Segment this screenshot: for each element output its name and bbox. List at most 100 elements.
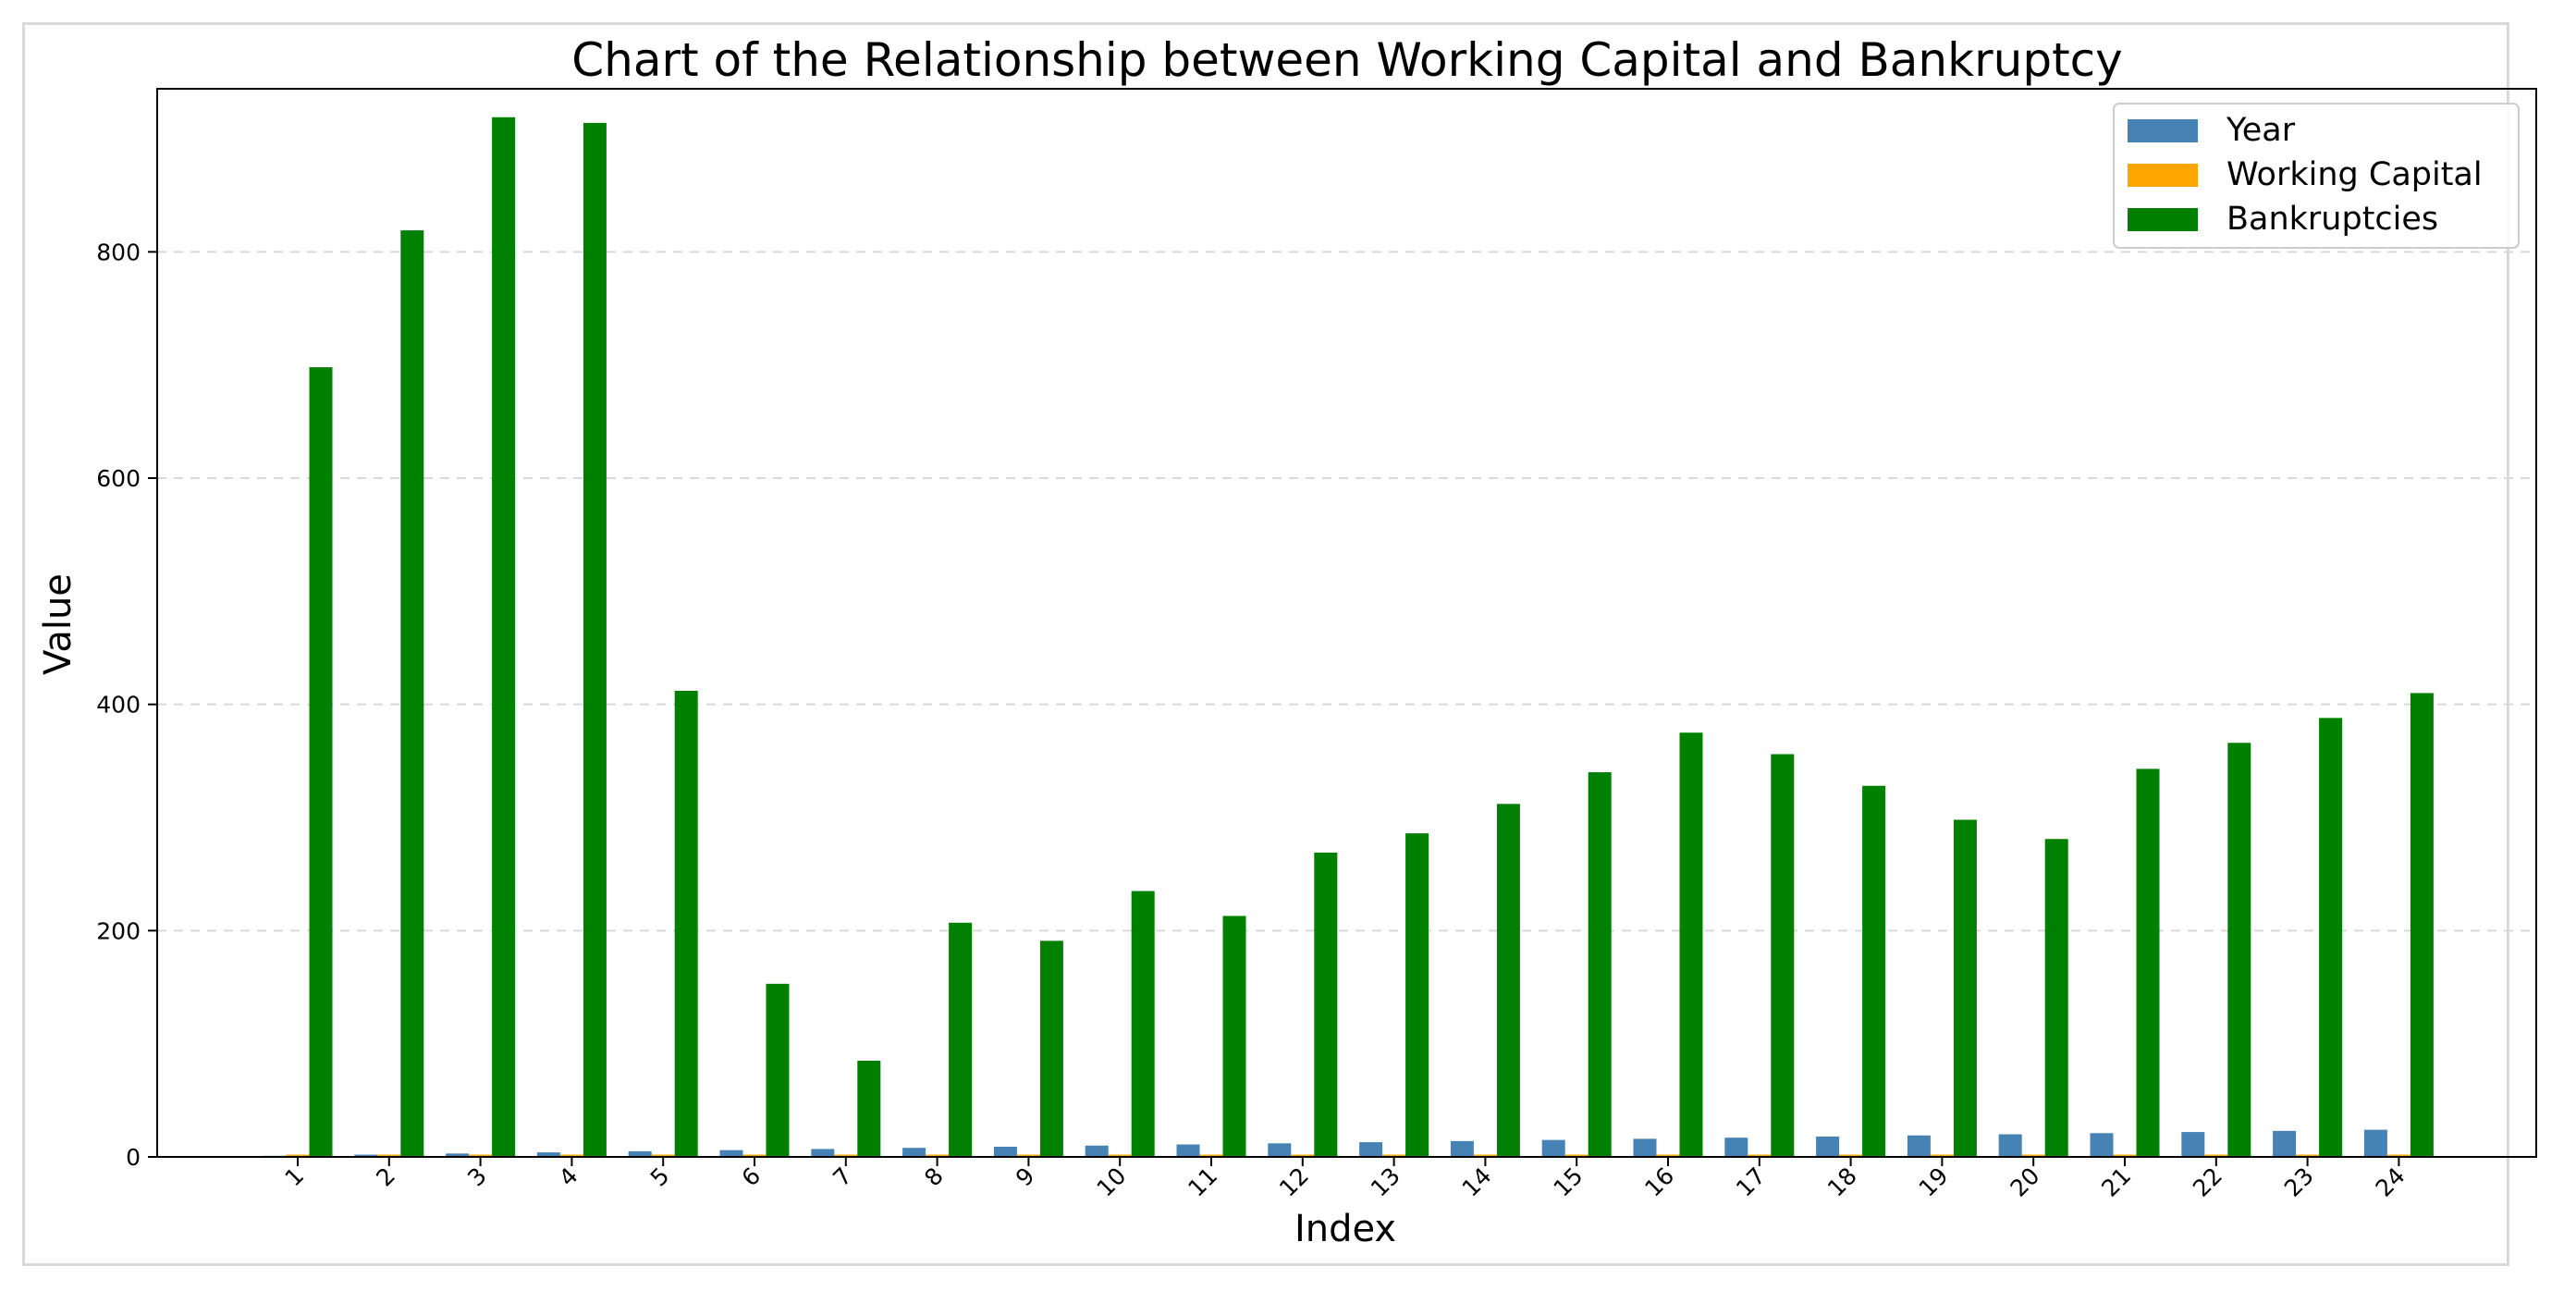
legend-swatch (2128, 208, 2198, 231)
y-tick-label: 200 (96, 917, 141, 944)
x-axis-label: Index (1294, 1208, 1396, 1250)
bar-working-capital (1748, 1154, 1772, 1157)
bar-bankruptcies (2044, 839, 2068, 1157)
x-tick-label: 21 (2096, 1162, 2136, 1202)
bar-year (1268, 1143, 1292, 1157)
bar-year (1998, 1134, 2022, 1157)
x-tick-label: 16 (1639, 1162, 1679, 1202)
bar-bankruptcies (1314, 852, 1338, 1157)
x-tick-label: 12 (1274, 1162, 1314, 1202)
bar-year (1724, 1137, 1748, 1157)
bar-bankruptcies (492, 117, 516, 1157)
bar-bankruptcies (309, 367, 333, 1157)
bars (263, 117, 2434, 1158)
y-tick-label: 800 (96, 239, 141, 265)
y-tick-label: 0 (126, 1144, 141, 1171)
legend-label: Year (2226, 112, 2296, 149)
bar-working-capital (742, 1154, 767, 1157)
x-tick-label: 14 (1457, 1162, 1497, 1202)
bar-working-capital (2386, 1154, 2410, 1157)
bar-bankruptcies (2410, 693, 2434, 1157)
bar-working-capital (2021, 1154, 2045, 1157)
bar-bankruptcies (2136, 768, 2160, 1157)
bar-year (993, 1146, 1017, 1157)
chart-title: Chart of the Relationship between Workin… (571, 33, 2123, 87)
bar-working-capital (1291, 1154, 1315, 1157)
bar-year (354, 1154, 378, 1157)
bar-bankruptcies (583, 122, 607, 1158)
x-tick-label: 5 (645, 1162, 675, 1192)
bar-working-capital (1839, 1154, 1863, 1157)
x-tick-label: 4 (554, 1162, 583, 1192)
x-tick-label: 9 (1011, 1162, 1040, 1192)
bar-bankruptcies (2319, 718, 2343, 1157)
bar-working-capital (1382, 1154, 1406, 1157)
bar-year (1541, 1139, 1565, 1157)
bar-year (1085, 1145, 1109, 1157)
bar-working-capital (1930, 1154, 1954, 1157)
legend-swatch (2128, 119, 2198, 142)
bar-bankruptcies (1039, 941, 1063, 1157)
bar-year (2273, 1130, 2297, 1157)
bar-year (1450, 1140, 1474, 1157)
bar-year (1176, 1144, 1200, 1157)
legend-label: Bankruptcies (2226, 201, 2438, 238)
x-tick-label: 3 (462, 1162, 492, 1192)
bar-year (1816, 1136, 1840, 1157)
bar-year (1907, 1135, 1931, 1157)
bar-bankruptcies (674, 690, 698, 1157)
x-tick-label: 13 (1366, 1162, 1405, 1202)
x-tick-label: 7 (828, 1162, 857, 1192)
bar-working-capital (286, 1154, 310, 1157)
bar-working-capital (1564, 1154, 1589, 1157)
bar-bankruptcies (400, 230, 424, 1158)
x-tick-label: 20 (2005, 1162, 2044, 1202)
bar-year (1633, 1138, 1657, 1157)
y-tick-label: 600 (96, 465, 141, 492)
bar-working-capital (651, 1154, 675, 1157)
bar-working-capital (377, 1154, 401, 1157)
bar-working-capital (2113, 1154, 2137, 1157)
x-tick-label: 10 (1091, 1162, 1131, 1202)
bar-working-capital (1108, 1154, 1132, 1157)
x-tick-label: 2 (371, 1162, 400, 1192)
bar-bankruptcies (1953, 819, 1977, 1157)
bar-bankruptcies (1679, 732, 1703, 1157)
x-tick-label: 6 (736, 1162, 766, 1192)
x-tick-label: 1 (279, 1162, 309, 1192)
x-tick-label: 8 (919, 1162, 949, 1192)
bar-year (446, 1153, 470, 1157)
bar-working-capital (2296, 1154, 2320, 1157)
bar-year (811, 1149, 835, 1157)
y-axis-label: Value (37, 573, 80, 675)
bar-working-capital (1473, 1154, 1497, 1157)
bar-working-capital (559, 1154, 583, 1157)
bar-bankruptcies (857, 1061, 881, 1157)
legend-box (2113, 103, 2520, 249)
x-tick-label: 22 (2188, 1162, 2227, 1202)
bar-working-capital (926, 1154, 950, 1157)
x-axis: 1 2 3 4 5 6 7 8 9 10 11 12 13 14 15 16 17 18 19 20 21 22 23 24 (279, 1157, 2410, 1202)
plot-area (156, 88, 2537, 1158)
legend-label: Working Capital (2226, 156, 2483, 193)
bar-year (719, 1150, 743, 1157)
bar-working-capital (1199, 1154, 1223, 1157)
y-axis: 0 200 400 600 800 (96, 239, 157, 1171)
bar-bankruptcies (1496, 804, 1520, 1157)
bar-bankruptcies (1588, 772, 1612, 1157)
x-tick-label: 11 (1183, 1162, 1222, 1202)
legend-swatch (2128, 164, 2198, 187)
bar-bankruptcies (2227, 743, 2251, 1157)
bar-year (2363, 1129, 2387, 1157)
bar-working-capital (2204, 1154, 2228, 1157)
bar-bankruptcies (1771, 754, 1795, 1157)
y-tick-label: 400 (96, 692, 141, 719)
bar-year (1359, 1142, 1383, 1157)
bar-year (628, 1150, 652, 1157)
x-tick-label: 24 (2371, 1162, 2410, 1202)
bar-bankruptcies (766, 983, 790, 1157)
x-tick-label: 17 (1731, 1162, 1771, 1202)
x-tick-label: 18 (1822, 1162, 1862, 1202)
bar-bankruptcies (1405, 833, 1429, 1157)
